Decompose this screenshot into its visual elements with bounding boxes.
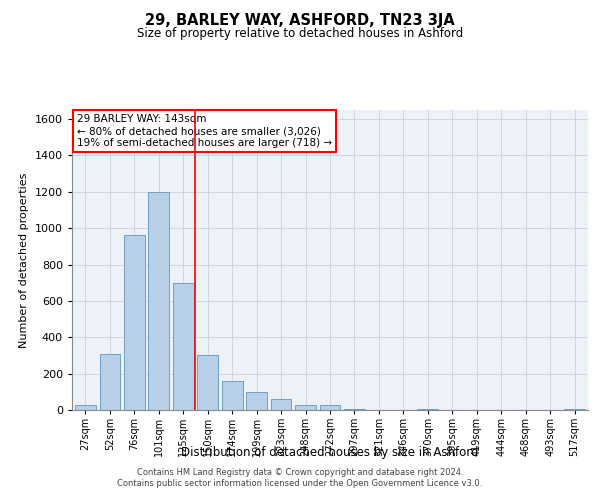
Bar: [271, 399, 292, 410]
Bar: [246, 392, 267, 410]
Bar: [344, 409, 365, 410]
Text: Contains HM Land Registry data © Crown copyright and database right 2024.
Contai: Contains HM Land Registry data © Crown c…: [118, 468, 482, 487]
Text: 29 BARLEY WAY: 143sqm
← 80% of detached houses are smaller (3,026)
19% of semi-d: 29 BARLEY WAY: 143sqm ← 80% of detached …: [77, 114, 332, 148]
Bar: [124, 236, 145, 410]
Bar: [173, 282, 194, 410]
Bar: [222, 381, 242, 410]
Text: Distribution of detached houses by size in Ashford: Distribution of detached houses by size …: [181, 446, 479, 459]
Text: 29, BARLEY WAY, ASHFORD, TN23 3JA: 29, BARLEY WAY, ASHFORD, TN23 3JA: [145, 12, 455, 28]
Bar: [100, 354, 120, 410]
Text: Size of property relative to detached houses in Ashford: Size of property relative to detached ho…: [137, 28, 463, 40]
Bar: [320, 406, 340, 410]
Bar: [148, 192, 169, 410]
Y-axis label: Number of detached properties: Number of detached properties: [19, 172, 29, 348]
Bar: [418, 409, 438, 410]
Bar: [197, 356, 218, 410]
Bar: [564, 409, 585, 410]
Bar: [295, 404, 316, 410]
Bar: [75, 404, 96, 410]
